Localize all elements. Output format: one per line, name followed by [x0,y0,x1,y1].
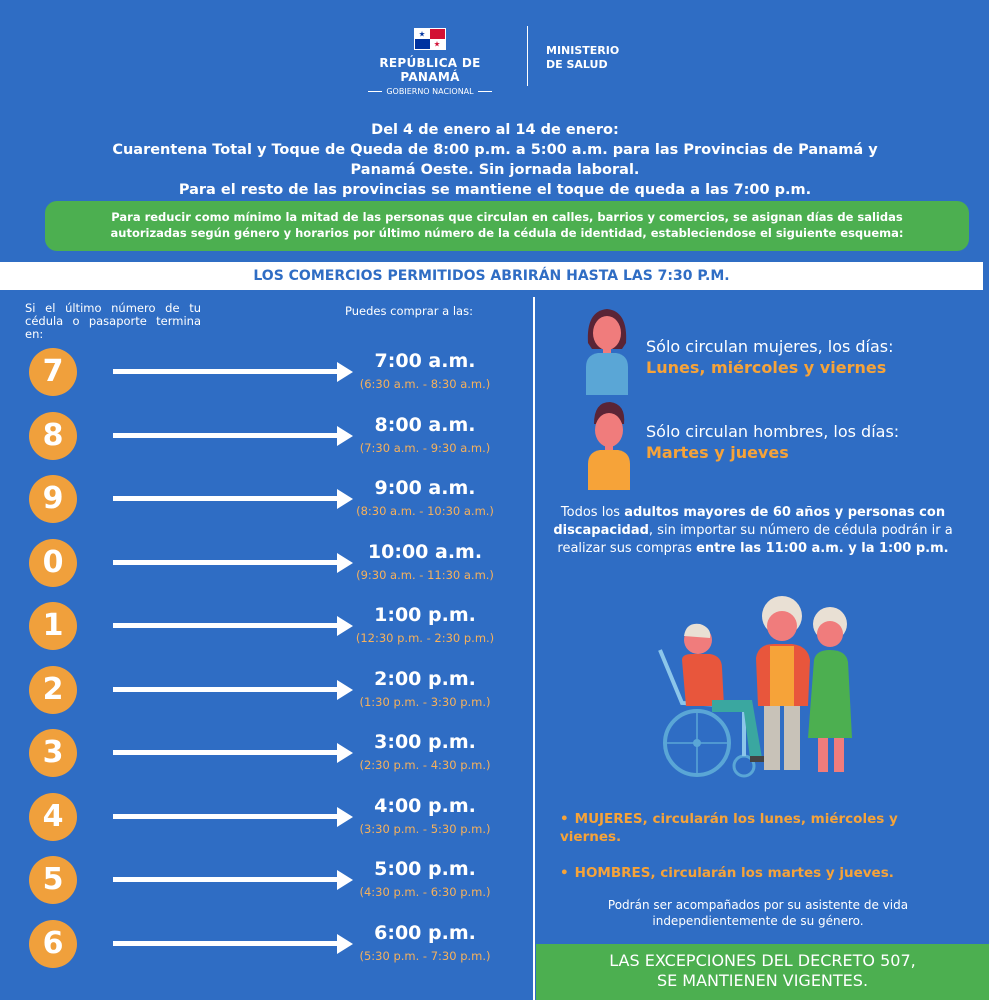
schedule-row: 1 1:00 p.m. (12:30 p.m. - 2:30 p.m.) [0,602,530,652]
government-subtitle: GOBIERNO NACIONAL [350,87,510,96]
arrow-head-icon [337,806,353,827]
arrow-head-icon [337,362,353,382]
digit-circle: 9 [29,475,77,523]
government-title: REPÚBLICA DE PANAMÁ [379,56,481,84]
schedule-row: 0 10:00 a.m. (9:30 a.m. - 11:30 a.m.) [0,538,530,589]
exceptions-banner: LAS EXCEPCIONES DEL DECRETO 507, SE MANT… [536,944,989,1000]
government-logo: REPÚBLICA DE PANAMÁ GOBIERNO NACIONAL [350,28,510,96]
digit-column-header: Si el último número de tu cédula o pasap… [25,301,201,341]
arrow-head-icon [337,425,353,446]
women-days-text: Sólo circulan mujeres, los días: [646,337,894,356]
time-range: (7:30 a.m. - 9:30 a.m.) [359,440,491,455]
digit-circle: 5 [29,856,77,904]
shopping-time: 10:00 a.m. [367,540,483,563]
shopping-time: 6:00 p.m. [374,921,476,944]
schedule-row: 8 8:00 a.m. (7:30 a.m. - 9:30 a.m.) [0,411,530,462]
arrow-icon [113,496,341,501]
schedule-row: 9 9:00 a.m. (8:30 a.m. - 10:30 a.m.) [0,475,530,525]
time-range: (5:30 p.m. - 7:30 p.m.) [359,948,491,963]
man-icon [588,402,630,490]
schedule-row: 3 3:00 p.m. (2:30 p.m. - 4:30 p.m.) [0,729,530,779]
arrow-icon [113,877,341,882]
shopping-time: 2:00 p.m. [374,667,476,690]
shopping-time: 4:00 p.m. [374,794,476,817]
shopping-time: 1:00 p.m. [374,604,476,626]
arrow-icon [113,432,341,438]
schedule-row: 5 5:00 p.m. (4:30 p.m. - 6:30 p.m.) [0,856,530,906]
schedule-row: 6 6:00 p.m. (5:30 p.m. - 7:30 p.m.) [0,919,530,970]
shopping-time: 9:00 a.m. [374,477,476,499]
arrow-head-icon [337,552,353,573]
digit-circle: 0 [29,538,77,587]
men-days: Martes y jueves [646,443,789,462]
assistant-note: Podrán ser acompañados por su asistente … [607,898,909,928]
arrow-icon [113,750,341,755]
ministry-title: MINISTERIO DE SALUD [546,44,620,71]
digit-circle: 6 [29,919,77,968]
arrow-head-icon [337,616,353,636]
shopping-time: 7:00 a.m. [374,350,476,372]
arrow-icon [113,559,341,565]
digit-circle: 3 [29,729,77,777]
arrow-head-icon [337,489,353,509]
arrow-head-icon [337,933,353,954]
arrow-icon [113,813,341,819]
intro-text: Del 4 de enero al 14 de enero: Cuarenten… [112,122,878,198]
woman-icon [586,309,628,395]
time-range: (8:30 a.m. - 10:30 a.m.) [356,504,494,518]
arrow-icon [113,369,341,374]
men-bullet: • HOMBRES, circularán los martes y jueves… [560,865,894,881]
arrow-head-icon [337,679,353,700]
time-range: (1:30 p.m. - 3:30 p.m.) [359,694,491,709]
column-divider [533,297,535,1000]
arrow-head-icon [337,870,353,890]
arrow-icon [113,623,341,628]
digit-circle: 7 [29,348,77,396]
digit-circle: 8 [29,411,77,460]
time-range: (2:30 p.m. - 4:30 p.m.) [359,758,491,772]
elderly-info: Todos los adultos mayores de 60 años y p… [553,505,953,556]
women-days: Lunes, miércoles y viernes [646,358,887,377]
time-range: (3:30 p.m. - 5:30 p.m.) [359,821,491,836]
shopping-time: 3:00 p.m. [374,731,476,753]
explanation-box: Para reducir como mínimo la mitad de las… [45,201,969,251]
panama-flag-icon [414,28,446,50]
time-range: (9:30 a.m. - 11:30 a.m.) [356,567,494,582]
schedule-row: 4 4:00 p.m. (3:30 p.m. - 5:30 p.m.) [0,792,530,843]
schedule-row: 7 7:00 a.m. (6:30 a.m. - 8:30 a.m.) [0,348,530,398]
digit-circle: 4 [29,792,77,841]
time-column-header: Puedes comprar a las: [345,304,473,318]
men-days-text: Sólo circulan hombres, los días: [646,422,900,441]
time-range: (4:30 p.m. - 6:30 p.m.) [359,885,491,899]
elderly-people-illustration [658,596,852,778]
women-bullet: • MUJERES, circularán los lunes, miércole… [560,811,898,845]
digit-circle: 2 [29,665,77,714]
time-range: (12:30 p.m. - 2:30 p.m.) [355,631,495,645]
arrow-icon [113,686,341,692]
arrow-icon [113,940,341,946]
header-divider [527,26,528,86]
commerce-banner: LOS COMERCIOS PERMITIDOS ABRIRÁN HASTA L… [0,262,983,290]
shopping-time: 8:00 a.m. [374,413,476,436]
arrow-head-icon [337,743,353,763]
time-range: (6:30 a.m. - 8:30 a.m.) [359,377,491,391]
schedule-row: 2 2:00 p.m. (1:30 p.m. - 3:30 p.m.) [0,665,530,716]
shopping-time: 5:00 p.m. [374,858,476,880]
digit-circle: 1 [29,602,77,650]
